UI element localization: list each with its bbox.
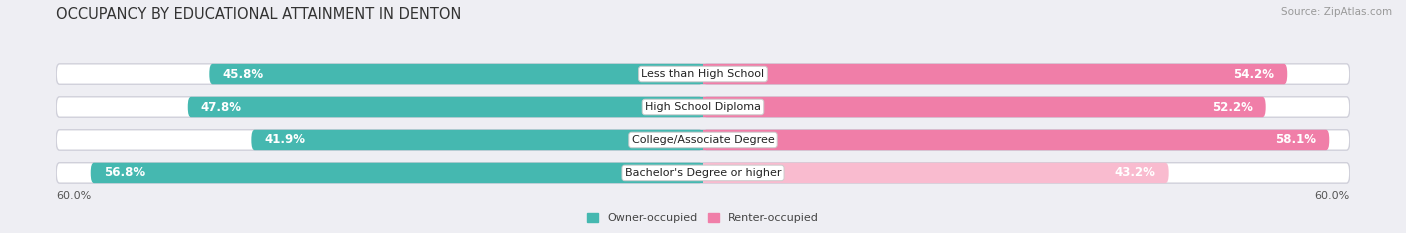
Bar: [700, 64, 703, 84]
Text: 56.8%: 56.8%: [104, 166, 145, 179]
Text: Bachelor's Degree or higher: Bachelor's Degree or higher: [624, 168, 782, 178]
FancyBboxPatch shape: [56, 163, 1350, 183]
FancyBboxPatch shape: [56, 130, 1350, 150]
FancyBboxPatch shape: [703, 130, 1329, 150]
Text: High School Diploma: High School Diploma: [645, 102, 761, 112]
Text: OCCUPANCY BY EDUCATIONAL ATTAINMENT IN DENTON: OCCUPANCY BY EDUCATIONAL ATTAINMENT IN D…: [56, 7, 461, 22]
Text: Less than High School: Less than High School: [641, 69, 765, 79]
Text: 60.0%: 60.0%: [56, 191, 91, 201]
FancyBboxPatch shape: [188, 97, 703, 117]
Text: College/Associate Degree: College/Associate Degree: [631, 135, 775, 145]
Bar: [700, 130, 703, 150]
Bar: [703, 97, 706, 117]
Text: 43.2%: 43.2%: [1115, 166, 1156, 179]
Text: 45.8%: 45.8%: [222, 68, 263, 81]
Text: 58.1%: 58.1%: [1275, 134, 1316, 147]
Text: Source: ZipAtlas.com: Source: ZipAtlas.com: [1281, 7, 1392, 17]
Bar: [703, 64, 706, 84]
FancyBboxPatch shape: [56, 64, 1350, 84]
FancyBboxPatch shape: [703, 64, 1288, 84]
Text: 60.0%: 60.0%: [1315, 191, 1350, 201]
FancyBboxPatch shape: [56, 97, 1350, 117]
Bar: [703, 163, 706, 183]
Text: 41.9%: 41.9%: [264, 134, 305, 147]
Bar: [700, 163, 703, 183]
Text: 52.2%: 52.2%: [1212, 100, 1253, 113]
FancyBboxPatch shape: [703, 97, 1265, 117]
FancyBboxPatch shape: [91, 163, 703, 183]
Bar: [703, 130, 706, 150]
FancyBboxPatch shape: [252, 130, 703, 150]
Legend: Owner-occupied, Renter-occupied: Owner-occupied, Renter-occupied: [582, 208, 824, 227]
FancyBboxPatch shape: [209, 64, 703, 84]
Text: 47.8%: 47.8%: [201, 100, 242, 113]
Bar: [700, 97, 703, 117]
Text: 54.2%: 54.2%: [1233, 68, 1274, 81]
FancyBboxPatch shape: [703, 163, 1168, 183]
